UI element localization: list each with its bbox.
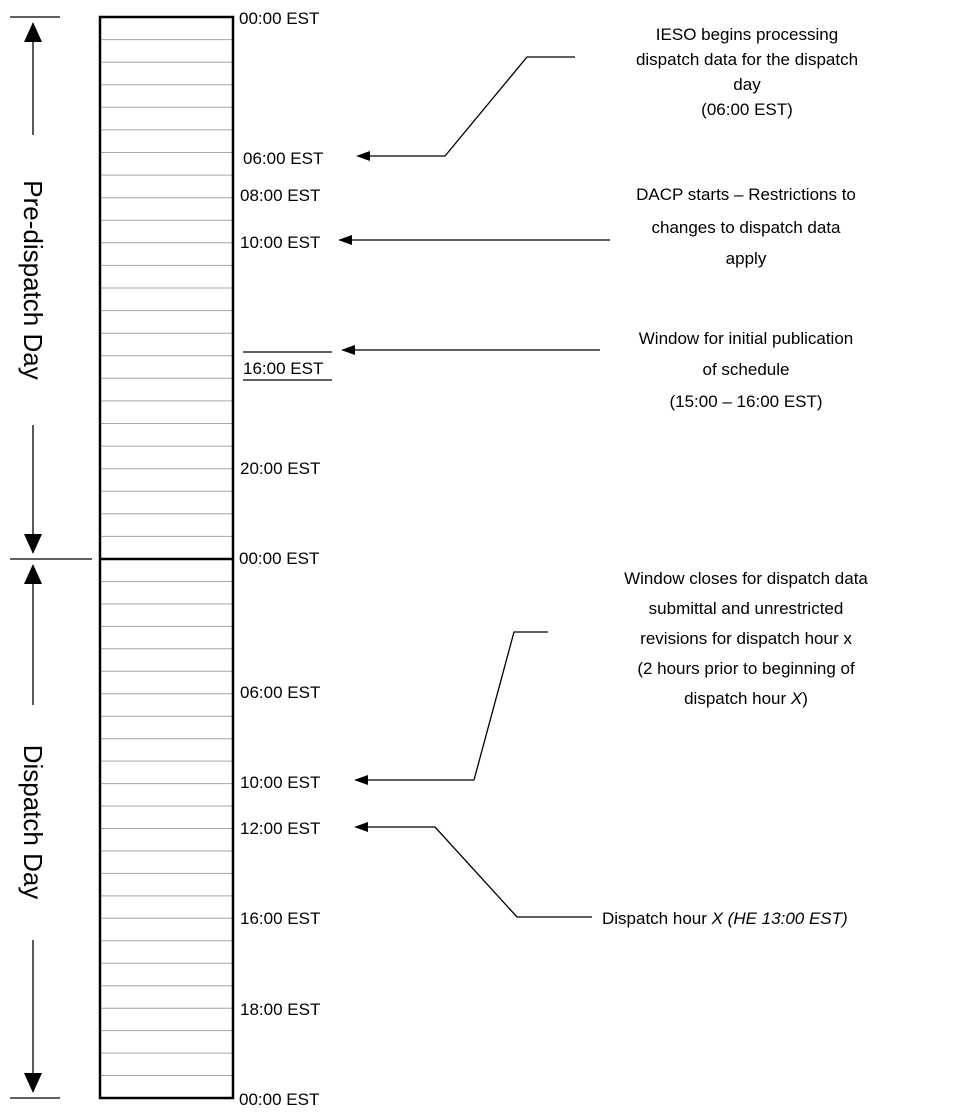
dispatch-hour-italic: X (HE 13:00 EST) — [711, 909, 848, 928]
window-close-line: Window closes for dispatch data — [624, 569, 868, 588]
dispatch-hour-prefix: Dispatch hour — [602, 909, 712, 928]
dispatch-hour-callout-arrow — [354, 822, 592, 918]
window-close-last-prefix: dispatch hour — [684, 689, 791, 708]
time-label: 20:00 EST — [240, 459, 320, 478]
dacp-annotation: DACP starts – Restrictions to changes to… — [636, 185, 856, 268]
time-label: 10:00 EST — [240, 233, 320, 252]
time-label: 16:00 EST — [240, 909, 320, 928]
time-label: 00:00 EST — [239, 549, 319, 568]
window-close-callout-arrow — [354, 631, 548, 785]
timeline-bar — [98, 15, 235, 1100]
publication-line: of schedule — [703, 360, 790, 379]
time-label: 06:00 EST — [240, 683, 320, 702]
dacp-line: changes to dispatch data — [651, 218, 841, 237]
dacp-line: apply — [726, 249, 767, 268]
dispatch-arrow-up-head — [24, 564, 42, 584]
time-label: 10:00 EST — [240, 773, 320, 792]
dispatch-arrow-down-head — [24, 1073, 42, 1093]
time-label: 16:00 EST — [243, 359, 323, 378]
ieso-line: IESO begins processing — [656, 25, 838, 44]
time-label: 06:00 EST — [243, 149, 323, 168]
window-close-last-var: X — [790, 689, 803, 708]
window-close-annotation: Window closes for dispatch data submitta… — [624, 569, 868, 708]
window-close-line: submittal and unrestricted — [649, 599, 844, 618]
time-label: 00:00 EST — [239, 9, 319, 28]
window-close-line-last: dispatch hour X) — [684, 689, 808, 708]
publication-annotation: Window for initial publication of schedu… — [639, 329, 854, 411]
hour-grid — [101, 39, 232, 1076]
predispatch-day-label: Pre-dispatch Day — [18, 180, 48, 379]
dacp-line: DACP starts – Restrictions to — [636, 185, 856, 204]
time-label: 08:00 EST — [240, 186, 320, 205]
ieso-line: dispatch data for the dispatch — [636, 50, 858, 69]
window-close-line: (2 hours prior to beginning of — [637, 659, 855, 678]
time-label: 18:00 EST — [240, 1000, 320, 1019]
publication-line: Window for initial publication — [639, 329, 854, 348]
window-close-last-suffix: ) — [802, 689, 808, 708]
publication-line: (15:00 – 16:00 EST) — [669, 392, 822, 411]
ieso-callout-arrow — [356, 56, 575, 161]
ieso-annotation: IESO begins processing dispatch data for… — [636, 25, 858, 119]
ieso-line: day — [733, 75, 761, 94]
time-label: 12:00 EST — [240, 819, 320, 838]
dispatch-day-label: Dispatch Day — [18, 745, 48, 900]
window-close-line: revisions for dispatch hour x — [640, 629, 852, 648]
time-label: 00:00 EST — [239, 1090, 319, 1109]
ieso-line: (06:00 EST) — [701, 100, 793, 119]
predispatch-arrow-down-head — [24, 534, 42, 554]
predispatch-arrow-up-head — [24, 22, 42, 42]
dispatch-hour-annotation: Dispatch hour X (HE 13:00 EST) — [602, 909, 848, 928]
